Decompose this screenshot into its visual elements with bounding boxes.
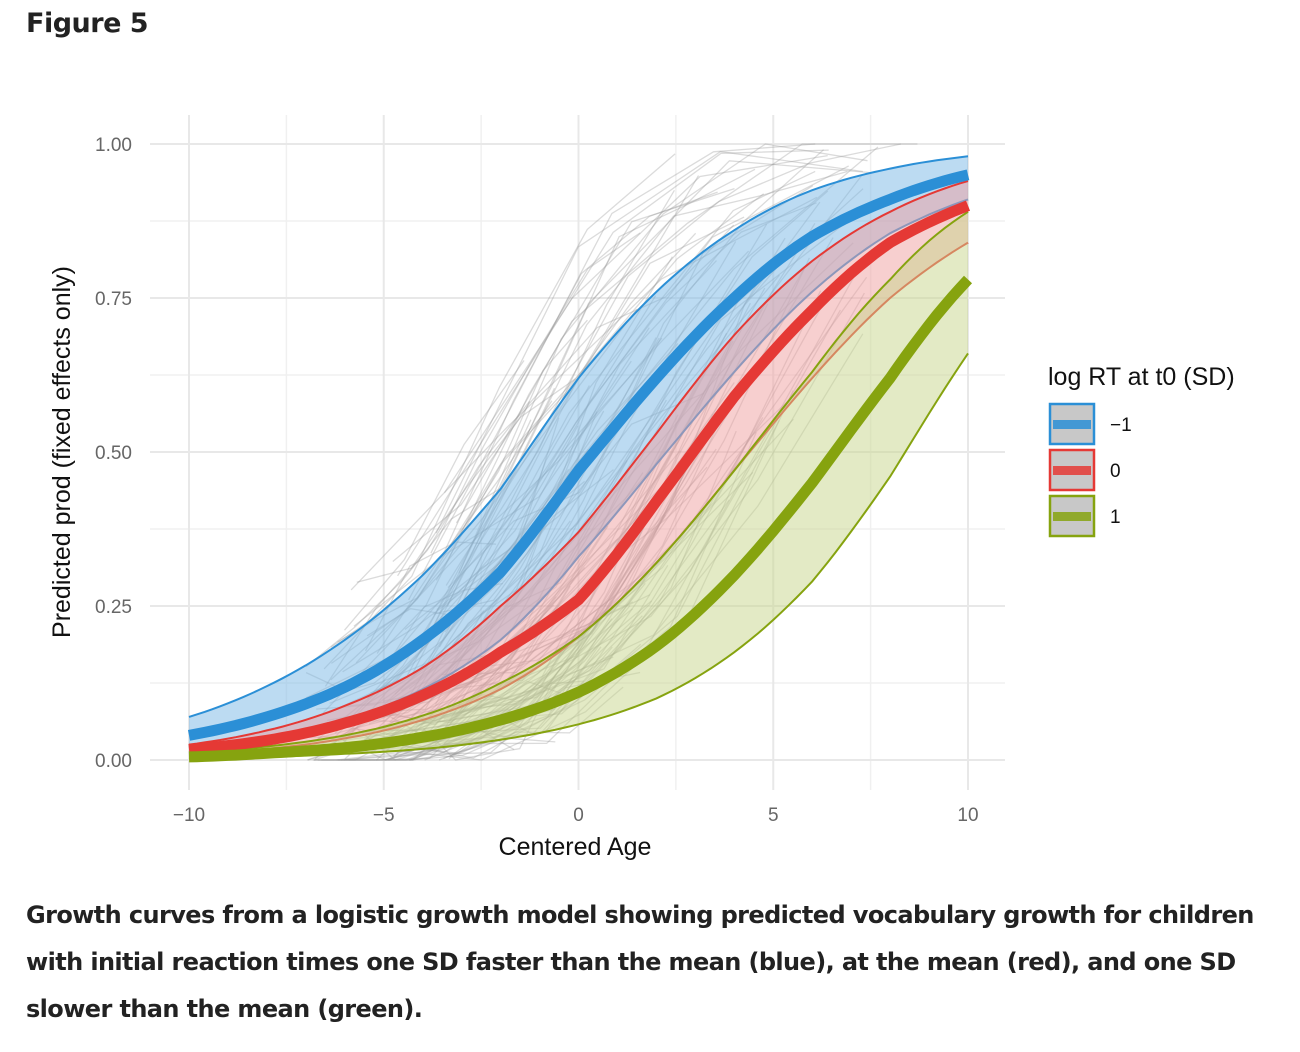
trajectory-line — [344, 360, 525, 631]
band-upper-edge-1 — [188, 180, 969, 746]
figure-caption: Growth curves from a logistic growth mod… — [26, 901, 1254, 1023]
band-upper-edge-2 — [188, 210, 969, 754]
legend-label: 1 — [1110, 507, 1121, 528]
mean-line-0 — [187, 169, 970, 741]
y-tick-label: 0.00 — [95, 751, 132, 772]
trajectory-line — [458, 143, 868, 574]
trajectory-line — [430, 232, 641, 554]
trajectory-line — [364, 319, 588, 652]
y-axis-title: Predicted prod (fixed effects only) — [48, 266, 76, 638]
y-tick-label: 0.75 — [95, 289, 132, 310]
band-1 — [189, 181, 968, 754]
y-tick-label: 1.00 — [95, 135, 132, 156]
trajectory-line — [446, 160, 871, 607]
x-axis-ticks: −10 −5 0 5 10 — [173, 805, 979, 826]
x-tick-label: 10 — [957, 805, 978, 826]
trajectory-line — [317, 737, 556, 761]
trajectory-line — [443, 154, 828, 494]
x-axis-title: Centered Age — [499, 833, 652, 861]
x-tick-label: −10 — [173, 805, 205, 826]
trajectory-line — [323, 153, 676, 670]
mean-line-1 — [188, 200, 971, 755]
legend-key-line-2 — [1053, 512, 1091, 521]
x-tick-label: −5 — [373, 805, 395, 826]
x-tick-label: 5 — [768, 805, 779, 826]
trajectory-line — [455, 143, 918, 524]
mean-line-2 — [188, 275, 973, 763]
x-tick-label: 0 — [573, 805, 584, 826]
band-upper-edge-0 — [188, 155, 969, 718]
legend-title: log RT at t0 (SD) — [1048, 363, 1235, 391]
legend-label: 0 — [1110, 461, 1121, 482]
legend-key-line-0 — [1053, 420, 1091, 429]
trajectory-line — [305, 488, 501, 668]
mean-lines — [187, 169, 973, 763]
y-tick-label: 0.25 — [95, 597, 132, 618]
y-tick-label: 0.50 — [95, 443, 132, 464]
legend-key-line-1 — [1053, 466, 1091, 475]
trajectory-line — [435, 150, 863, 534]
legend: log RT at t0 (SD) −1 0 1 — [1048, 363, 1235, 538]
trajectory-line — [397, 149, 829, 577]
trajectory-line — [435, 232, 697, 581]
chart: 0.000.250.500.751.00 −10 −5 0 5 10 Centered … — [48, 115, 1235, 861]
trajectory-line — [356, 378, 576, 583]
figure-label: Figure 5 — [26, 8, 149, 39]
legend-label: −1 — [1110, 415, 1132, 436]
y-axis-ticks: 0.00 0.25 0.50 0.75 1.00 — [95, 135, 132, 772]
trajectory-line — [408, 143, 816, 601]
